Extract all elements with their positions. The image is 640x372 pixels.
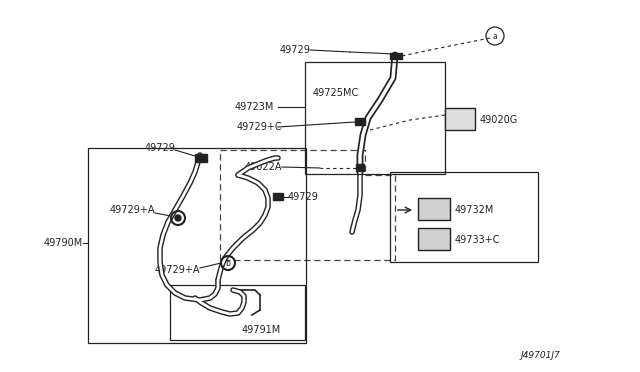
Bar bbox=[273, 193, 283, 200]
Bar bbox=[88, 148, 306, 343]
Text: 49729+A: 49729+A bbox=[109, 205, 155, 215]
Text: 49791M: 49791M bbox=[242, 325, 281, 335]
Text: 49790M: 49790M bbox=[44, 238, 83, 248]
Circle shape bbox=[175, 215, 181, 221]
Text: J49701J7: J49701J7 bbox=[520, 350, 560, 359]
Text: 49732M: 49732M bbox=[455, 205, 494, 215]
Text: 49733+C: 49733+C bbox=[455, 235, 500, 245]
Text: a: a bbox=[493, 32, 497, 41]
Bar bbox=[418, 198, 450, 220]
Bar bbox=[356, 164, 364, 171]
Text: 49723M: 49723M bbox=[235, 102, 275, 112]
Bar bbox=[390, 172, 538, 262]
Bar bbox=[445, 108, 475, 130]
Text: 49022A: 49022A bbox=[245, 162, 282, 172]
Bar bbox=[390, 53, 402, 59]
Text: 49020G: 49020G bbox=[480, 115, 518, 125]
Text: 49729: 49729 bbox=[280, 45, 311, 55]
Text: 49725MC: 49725MC bbox=[313, 88, 359, 98]
Text: 49729: 49729 bbox=[144, 143, 175, 153]
Bar bbox=[170, 285, 305, 340]
Text: b: b bbox=[225, 259, 230, 267]
Bar bbox=[305, 62, 445, 174]
Bar bbox=[355, 118, 365, 125]
Bar bbox=[195, 154, 207, 162]
Text: 49729+A: 49729+A bbox=[154, 265, 200, 275]
Bar bbox=[418, 228, 450, 250]
Text: 49729: 49729 bbox=[288, 192, 319, 202]
Text: 49729+C: 49729+C bbox=[237, 122, 283, 132]
